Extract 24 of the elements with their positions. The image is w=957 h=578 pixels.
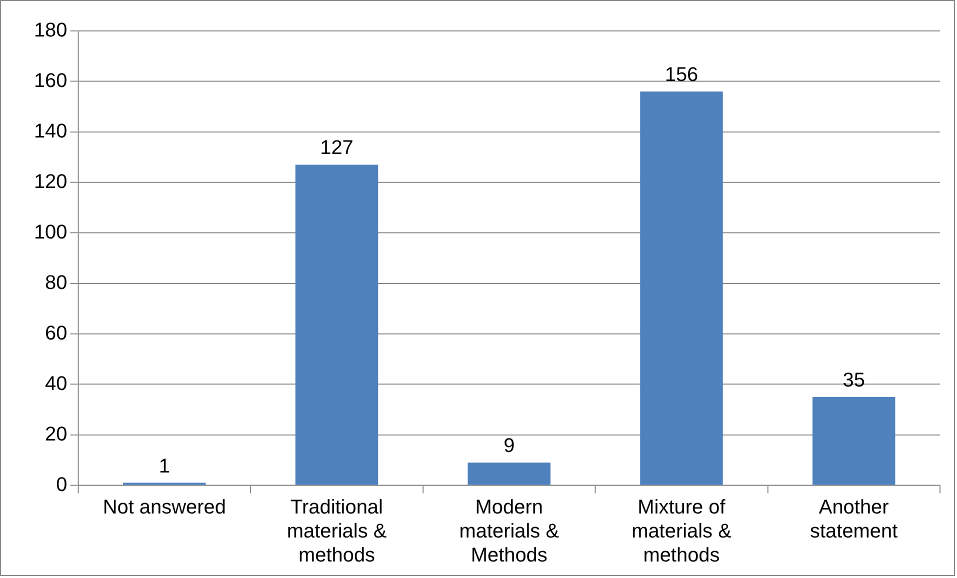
y-tick-label: 100 bbox=[34, 221, 68, 244]
y-tick-label: 180 bbox=[34, 19, 68, 42]
data-label: 9 bbox=[504, 435, 515, 458]
y-tick-label: 20 bbox=[45, 423, 68, 446]
x-tick-label: Mixture of materials & methods bbox=[632, 496, 732, 567]
bar bbox=[295, 164, 378, 485]
bar bbox=[812, 396, 896, 485]
data-label: 127 bbox=[320, 137, 354, 160]
y-tick-label: 160 bbox=[34, 70, 68, 92]
y-tick-label: 140 bbox=[34, 120, 68, 142]
bar bbox=[640, 91, 723, 485]
data-label: 156 bbox=[664, 64, 698, 86]
y-tick-label: 40 bbox=[45, 372, 68, 395]
y-tick-label: 60 bbox=[45, 322, 68, 344]
data-label: 1 bbox=[158, 455, 170, 478]
bar bbox=[468, 462, 550, 485]
y-tick-label: 120 bbox=[34, 170, 68, 193]
x-tick-label: Traditional materials & methods bbox=[286, 496, 387, 567]
data-label: 35 bbox=[842, 370, 865, 392]
x-tick-label: Another statement bbox=[810, 496, 898, 543]
x-tick-label: Modern materials & Methods bbox=[459, 496, 560, 567]
y-tick-label: 80 bbox=[45, 272, 68, 294]
x-tick-label: Not answered bbox=[102, 496, 226, 519]
y-tick-label: 0 bbox=[56, 474, 68, 496]
